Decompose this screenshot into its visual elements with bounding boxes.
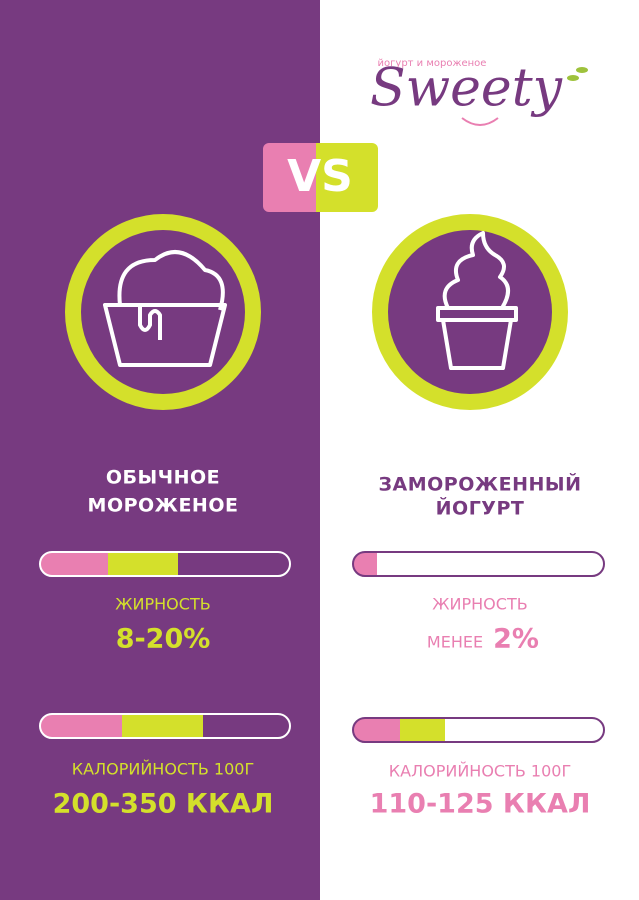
logo-smile [461,117,499,126]
fat-value: 2% [493,624,539,655]
fat-label: ЖИРНОСТЬ [115,595,210,614]
right-title: ЗАМОРОЖЕННЫЙ [379,473,582,496]
icon-circle [65,214,261,410]
calorie-value: 110-125 ККАЛ [370,789,591,820]
vs-lime [316,143,378,212]
calorie-label: КАЛОРИЙНОСТЬ 100Г [72,760,254,779]
fat-label: ЖИРНОСТЬ [432,595,527,614]
vs-pink [263,143,325,212]
fat-prefix: МЕНЕЕ [427,633,483,652]
frozen-yogurt-icon [436,231,518,370]
right-fat-bar [352,551,605,577]
logo-leaf [567,75,579,81]
right-calorie-bar [352,717,605,743]
icon-circle [372,214,568,410]
right-title: ЙОГУРТ [436,497,525,520]
vs-text: VS [287,151,353,202]
logo-leaf [576,67,588,73]
left-fat-bar [39,551,291,577]
calorie-value: 200-350 ККАЛ [53,789,274,820]
logo-name: Sweety [370,59,563,119]
fat-value: 8-20% [116,624,211,655]
left-title: МОРОЖЕНОЕ [88,495,239,517]
vs-lime [316,143,324,212]
left-title: ОБЫЧНОЕ [106,467,220,489]
calorie-label: КАЛОРИЙНОСТЬ 100Г [389,762,571,781]
logo-tagline: йогурт и мороженое [378,58,487,69]
ice-cream-icon [103,250,227,367]
left-calorie-bar [39,713,291,739]
